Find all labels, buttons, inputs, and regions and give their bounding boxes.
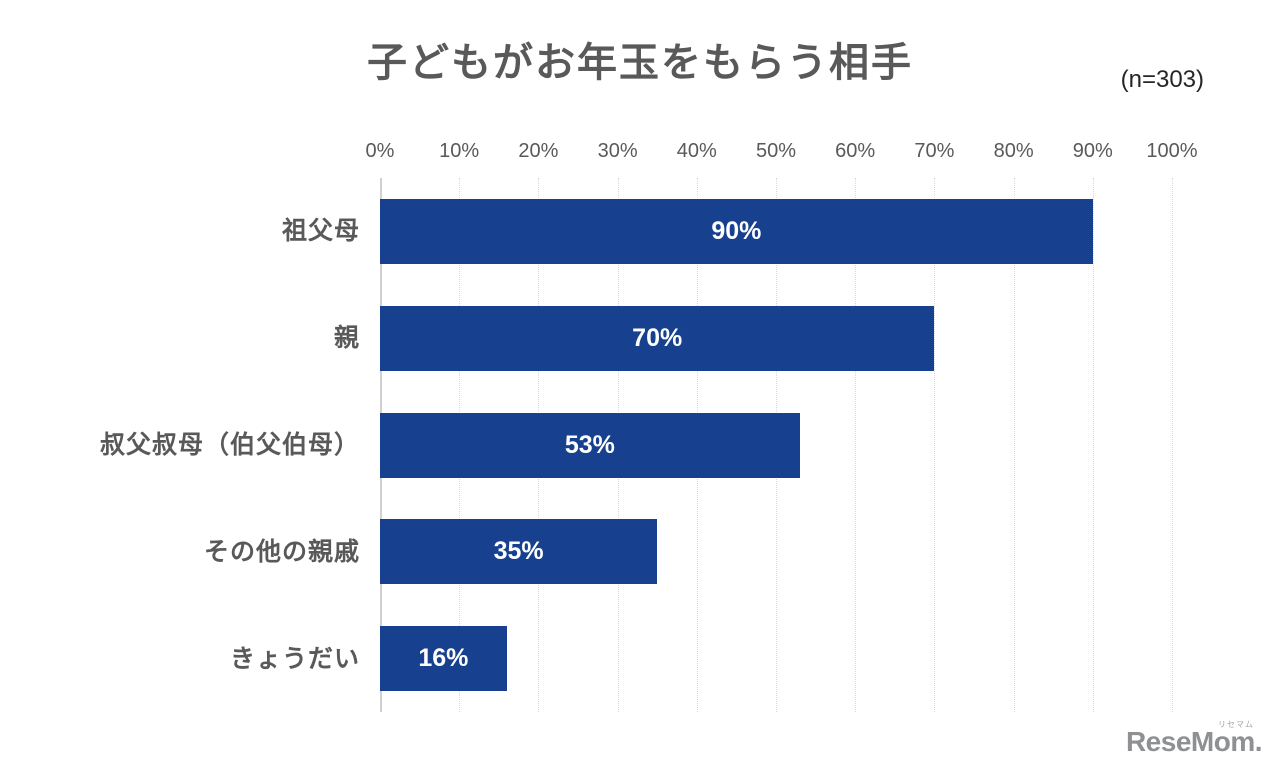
plot-area: 90% 70% 53% 35% 16% [380, 178, 1173, 712]
category-label: その他の親戚 [203, 537, 360, 566]
x-axis-tick: 0% [365, 140, 395, 162]
bar-data-label: 35% [493, 537, 544, 566]
x-axis-tick: 40% [676, 140, 717, 162]
gridline [934, 178, 936, 712]
bar-data-label: 53% [564, 430, 615, 459]
chart-title: 子どもがお年玉をもらう相手 [367, 41, 913, 85]
x-axis-tick: 30% [597, 140, 638, 162]
gridline [1092, 178, 1094, 712]
category-label: 親 [333, 324, 360, 353]
logo-dot: . [1254, 726, 1263, 757]
category-label: 祖父母 [281, 217, 360, 246]
x-axis-tick: 70% [914, 140, 955, 162]
bar-data-label: 16% [418, 644, 469, 673]
x-axis-tick: 100% [1146, 140, 1198, 162]
x-axis-tick: 80% [993, 140, 1034, 162]
x-axis-tick: 10% [439, 140, 480, 162]
x-axis-tick: 90% [1072, 140, 1113, 162]
logo-ruby-text: リセマム [1218, 720, 1254, 729]
bar: 35% [380, 519, 658, 585]
bar-data-label: 70% [632, 323, 683, 352]
category-label: きょうだい [229, 644, 360, 673]
bar-data-label: 90% [711, 216, 762, 245]
logo-text: ReseMom. [1125, 726, 1263, 757]
resemom-logo: リセマム ReseMom. [1125, 720, 1263, 758]
sample-size-label: (n=303) [1120, 66, 1204, 93]
x-axis-tick: 50% [755, 140, 797, 162]
gridline [1013, 178, 1015, 712]
bar: 70% [380, 305, 935, 371]
x-axis-tick: 20% [518, 140, 559, 162]
category-label: 叔父叔母（伯父伯母） [99, 431, 360, 459]
bar: 16% [380, 626, 507, 692]
gridline [1172, 178, 1173, 712]
x-axis-tick: 60% [835, 140, 876, 162]
bar: 90% [380, 198, 1093, 264]
gridline [855, 178, 857, 712]
bar: 53% [380, 412, 800, 478]
